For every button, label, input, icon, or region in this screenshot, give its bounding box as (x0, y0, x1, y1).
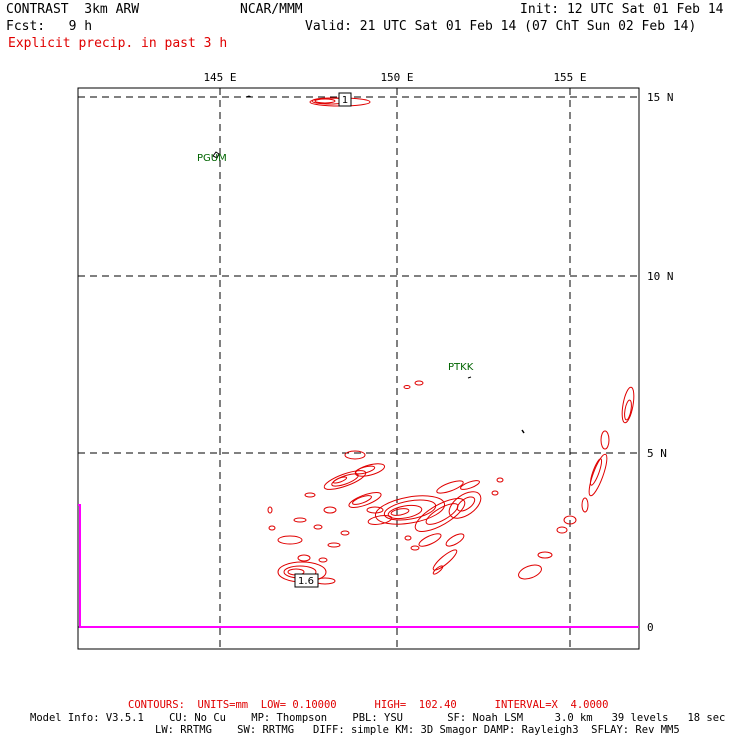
model-title: CONTRAST 3km ARW (6, 2, 140, 17)
center-label: NCAR/MMM (240, 2, 303, 17)
lat-label-10n: 10 N (647, 270, 674, 283)
model-info-line-2: LW: RRTMG SW: RRTMG DIFF: simple KM: 3D … (155, 724, 680, 736)
field-title: Explicit precip. in past 3 h (8, 36, 228, 51)
chuuk-island (467, 376, 472, 379)
domain-boundary (78, 504, 639, 628)
lat-label-5n: 5 N (647, 447, 667, 460)
contour-label-box-1 (338, 92, 352, 107)
lon-label-155e: 155 E (553, 71, 586, 84)
precip-contours (267, 97, 635, 585)
valid-time: Valid: 21 UTC Sat 01 Feb 14 (07 ChT Sun … (305, 19, 697, 34)
contour-label-1: 1 (342, 95, 348, 106)
model-info-line-1: Model Info: V3.5.1 CU: No Cu MP: Thompso… (30, 712, 726, 724)
lon-label-145e: 145 E (203, 71, 236, 84)
lon-label-150e: 150 E (380, 71, 413, 84)
contour-label-1-6: 1.6 (298, 576, 314, 587)
station-ptkk: PTKK (448, 362, 474, 373)
lat-label-0: 0 (647, 621, 654, 634)
contour-info: CONTOURS: UNITS=mm LOW= 0.10000 HIGH= 10… (128, 699, 609, 711)
contour-label-box-2 (294, 573, 319, 588)
station-pgum: PGUM (197, 153, 227, 164)
init-time: Init: 12 UTC Sat 01 Feb 14 (520, 2, 724, 17)
forecast-hour: Fcst: 9 h (6, 19, 93, 34)
map-frame (77, 87, 640, 650)
guam-island (212, 151, 220, 159)
island-marker (245, 95, 252, 98)
small-island (521, 429, 525, 434)
lat-label-15n: 15 N (647, 91, 674, 104)
